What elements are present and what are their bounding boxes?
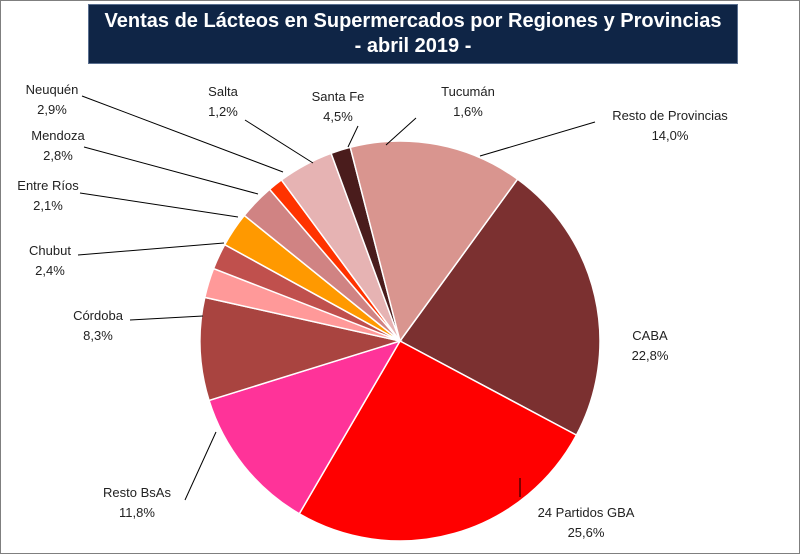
pie-slice-caba xyxy=(398,178,601,437)
slice-value-label: 1,6% xyxy=(453,104,483,119)
slice-name-label: 24 Partidos GBA xyxy=(538,505,635,520)
chart-title-line2: - abril 2019 - xyxy=(354,35,472,57)
slice-value-label: 14,0% xyxy=(652,128,689,143)
leader-line xyxy=(83,146,259,195)
slice-labels: CABA 22,8% 24 Partidos GBA 25,6% Resto BsAs 1… xyxy=(17,82,728,540)
slice-value-label: 25,6% xyxy=(568,525,605,540)
slice-name-label: Resto de Provincias xyxy=(612,108,728,123)
pie-slice-resto-bsas xyxy=(208,339,402,515)
slice-name-label: Mendoza xyxy=(31,128,85,143)
leader-line xyxy=(77,242,225,256)
slice-value-label: 1,2% xyxy=(208,104,238,119)
leader-line xyxy=(81,95,284,173)
leader-line xyxy=(347,125,359,148)
chart-title-box: Ventas de Lácteos en Supermercados por R… xyxy=(88,4,738,64)
leader-lines xyxy=(77,95,596,501)
pie-slice-24-partidos-gba xyxy=(298,339,578,542)
slice-value-label: 2,4% xyxy=(35,263,65,278)
slice-name-label: Tucumán xyxy=(441,84,495,99)
leader-line xyxy=(79,192,239,218)
slice-name-label: Santa Fe xyxy=(312,89,365,104)
slice-name-label: Entre Ríos xyxy=(17,178,79,193)
slice-name-label: Córdoba xyxy=(73,308,124,323)
leader-line xyxy=(184,431,217,501)
slice-value-label: 4,5% xyxy=(323,109,353,124)
chart-title-line1: Ventas de Lácteos en Supermercados por R… xyxy=(104,10,722,32)
leader-line xyxy=(479,121,596,157)
slice-name-label: Neuquén xyxy=(26,82,79,97)
leader-line xyxy=(129,315,204,321)
slice-value-label: 8,3% xyxy=(83,328,113,343)
leader-line xyxy=(244,119,314,164)
slice-value-label: 11,8% xyxy=(119,505,155,520)
slice-value-label: 2,1% xyxy=(33,198,63,213)
slice-value-label: 2,9% xyxy=(37,102,67,117)
slice-value-label: 2,8% xyxy=(43,148,73,163)
pie-slice-córdoba xyxy=(199,296,403,402)
slice-name-label: Salta xyxy=(208,84,238,99)
leader-line xyxy=(385,117,417,146)
slice-name-label: Chubut xyxy=(29,243,71,258)
slice-name-label: CABA xyxy=(632,328,668,343)
pie-slice-resto-de-provincias xyxy=(349,140,519,343)
slice-name-label: Resto BsAs xyxy=(103,485,171,500)
pie-slices xyxy=(199,140,601,542)
slice-value-label: 22,8% xyxy=(632,348,669,363)
